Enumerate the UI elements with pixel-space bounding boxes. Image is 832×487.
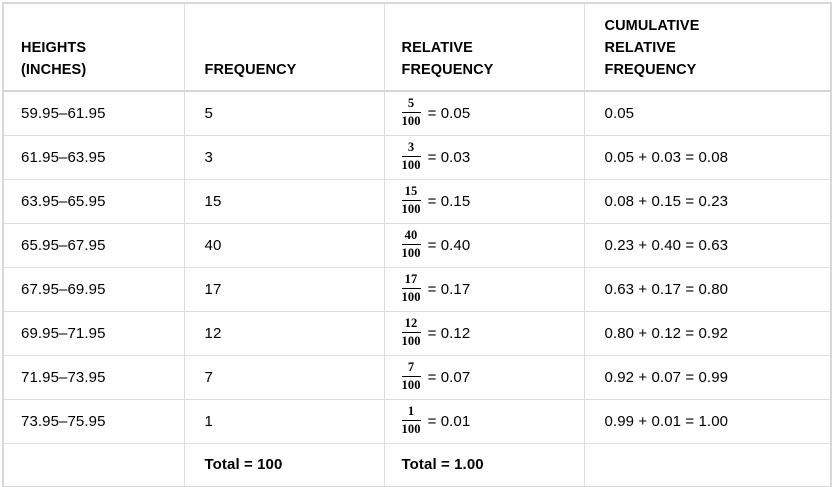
table-row: 69.95–71.95 12 12 100 = 0.12 0.80 + 0.12 =… — [2, 310, 832, 356]
fraction-numerator: 5 — [401, 96, 421, 113]
cell-frequency: 7 — [183, 354, 385, 400]
fraction-denominator: 100 — [401, 377, 421, 392]
fraction-numerator: 40 — [401, 228, 421, 245]
cell-cumulative: 0.92 + 0.07 = 0.99 — [583, 354, 832, 400]
cell-total-frequency: Total = 100 — [183, 442, 385, 487]
fraction-result: = 0.05 — [427, 104, 471, 122]
cell-frequency: 17 — [183, 266, 385, 312]
cell-empty — [583, 442, 832, 487]
fraction: 15 100 — [401, 184, 421, 216]
fraction-numerator: 17 — [401, 272, 421, 289]
cell-heights: 69.95–71.95 — [2, 310, 185, 356]
table-row: 59.95–61.95 5 5 100 = 0.05 0.05 — [2, 90, 832, 136]
fraction-numerator: 15 — [401, 184, 421, 201]
fraction-result: = 0.01 — [427, 412, 471, 430]
fraction: 12 100 — [401, 316, 421, 348]
col-header-relative-frequency: RELATIVE FREQUENCY — [383, 2, 585, 92]
table-body: 59.95–61.95 5 5 100 = 0.05 0.05 61.95–63.9… — [2, 90, 832, 487]
cell-cumulative: 0.05 — [583, 90, 832, 136]
table-row: 71.95–73.95 7 7 100 = 0.07 0.92 + 0.07 = 0… — [2, 354, 832, 400]
fraction-denominator: 100 — [401, 113, 421, 128]
cell-cumulative: 0.23 + 0.40 = 0.63 — [583, 222, 832, 268]
fraction-result: = 0.03 — [427, 148, 471, 166]
cell-relative-frequency: 7 100 = 0.07 — [383, 354, 585, 400]
cell-heights: 67.95–69.95 — [2, 266, 185, 312]
cell-cumulative: 0.05 + 0.03 = 0.08 — [583, 134, 832, 180]
cell-relative-frequency: 15 100 = 0.15 — [383, 178, 585, 224]
col-header-heights: HEIGHTS (INCHES) — [2, 2, 185, 92]
col-header-cumulative-relative-frequency: CUMULATIVE RELATIVE FREQUENCY — [583, 2, 832, 92]
cell-cumulative: 0.80 + 0.12 = 0.92 — [583, 310, 832, 356]
table-row: 63.95–65.95 15 15 100 = 0.15 0.08 + 0.15 =… — [2, 178, 832, 224]
fraction: 5 100 — [401, 96, 421, 128]
fraction-numerator: 7 — [401, 360, 421, 377]
cell-heights: 63.95–65.95 — [2, 178, 185, 224]
fraction-result: = 0.17 — [427, 280, 471, 298]
cell-empty — [2, 442, 185, 487]
fraction: 17 100 — [401, 272, 421, 304]
cell-relative-frequency: 40 100 = 0.40 — [383, 222, 585, 268]
table-header: HEIGHTS (INCHES) FREQUENCY RELATIVE FREQ… — [2, 2, 832, 92]
fraction-result: = 0.15 — [427, 192, 471, 210]
fraction-denominator: 100 — [401, 333, 421, 348]
fraction: 40 100 — [401, 228, 421, 260]
table-row: 67.95–69.95 17 17 100 = 0.17 0.63 + 0.17 =… — [2, 266, 832, 312]
cell-relative-frequency: 1 100 = 0.01 — [383, 398, 585, 444]
cell-cumulative: 0.08 + 0.15 = 0.23 — [583, 178, 832, 224]
fraction: 7 100 — [401, 360, 421, 392]
cell-frequency: 5 — [183, 90, 385, 136]
fraction-denominator: 100 — [401, 157, 421, 172]
fraction: 1 100 — [401, 404, 421, 436]
cell-frequency: 1 — [183, 398, 385, 444]
cell-relative-frequency: 17 100 = 0.17 — [383, 266, 585, 312]
cell-total-relative-frequency: Total = 1.00 — [383, 442, 585, 487]
total-row: Total = 100 Total = 1.00 — [2, 442, 832, 487]
col-header-frequency: FREQUENCY — [183, 2, 385, 92]
cell-frequency: 12 — [183, 310, 385, 356]
fraction-result: = 0.07 — [427, 368, 471, 386]
cell-heights: 73.95–75.95 — [2, 398, 185, 444]
cell-relative-frequency: 3 100 = 0.03 — [383, 134, 585, 180]
cell-cumulative: 0.99 + 0.01 = 1.00 — [583, 398, 832, 444]
header-row: HEIGHTS (INCHES) FREQUENCY RELATIVE FREQ… — [2, 2, 832, 92]
cell-relative-frequency: 5 100 = 0.05 — [383, 90, 585, 136]
fraction-denominator: 100 — [401, 245, 421, 260]
fraction-numerator: 1 — [401, 404, 421, 421]
cell-frequency: 3 — [183, 134, 385, 180]
cell-frequency: 15 — [183, 178, 385, 224]
cell-cumulative: 0.63 + 0.17 = 0.80 — [583, 266, 832, 312]
cell-heights: 65.95–67.95 — [2, 222, 185, 268]
fraction-denominator: 100 — [401, 289, 421, 304]
table-row: 65.95–67.95 40 40 100 = 0.40 0.23 + 0.40 =… — [2, 222, 832, 268]
fraction-numerator: 12 — [401, 316, 421, 333]
cell-frequency: 40 — [183, 222, 385, 268]
fraction: 3 100 — [401, 140, 421, 172]
table-row: 73.95–75.95 1 1 100 = 0.01 0.99 + 0.01 = 1… — [2, 398, 832, 444]
fraction-denominator: 100 — [401, 201, 421, 216]
cell-heights: 71.95–73.95 — [2, 354, 185, 400]
cell-heights: 61.95–63.95 — [2, 134, 185, 180]
fraction-result: = 0.12 — [427, 324, 471, 342]
cell-relative-frequency: 12 100 = 0.12 — [383, 310, 585, 356]
cell-heights: 59.95–61.95 — [2, 90, 185, 136]
fraction-denominator: 100 — [401, 421, 421, 436]
fraction-result: = 0.40 — [427, 236, 471, 254]
fraction-numerator: 3 — [401, 140, 421, 157]
table-row: 61.95–63.95 3 3 100 = 0.03 0.05 + 0.03 = 0… — [2, 134, 832, 180]
